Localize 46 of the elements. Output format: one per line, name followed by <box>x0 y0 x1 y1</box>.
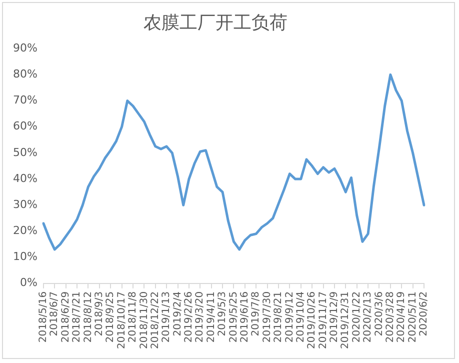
y-tick-label: 0% <box>20 276 38 290</box>
y-tick-label: 40% <box>12 172 38 185</box>
x-tick-label: 2018/8/12 <box>82 291 94 343</box>
x-tick-label: 2019/2/26 <box>184 291 195 343</box>
x-tick-label: 2020/1/22 <box>351 291 362 343</box>
x-tick-label: 2018/7/21 <box>72 291 83 343</box>
y-tick-label: 10% <box>12 250 38 264</box>
y-tick-label: 70% <box>12 94 38 107</box>
x-tick-label: 2019/8/21 <box>273 291 284 343</box>
x-tick-label: 2020/6/2 <box>418 291 430 336</box>
x-tick-label: 2018/12/22 <box>150 291 161 350</box>
x-tick-label: 2020/4/19 <box>396 291 408 343</box>
chart-title: 农膜工厂开工负荷 <box>144 12 288 34</box>
y-tick-label: 50% <box>12 146 38 159</box>
y-tick-label: 60% <box>12 120 38 133</box>
x-tick-label: 2019/2/4 <box>172 291 184 336</box>
x-tick-label: 2019/11/17 <box>318 291 329 350</box>
x-tick-label: 2019/4/11 <box>206 291 217 343</box>
x-tick-label: 2020/5/11 <box>407 291 418 343</box>
x-tick-label: 2019/3/20 <box>194 291 206 343</box>
x-tick-label: 2019/7/30 <box>262 291 273 343</box>
x-tick-label: 2018/6/29 <box>60 291 72 343</box>
x-tick-label: 2020/2/13 <box>362 291 374 343</box>
x-tick-label: 2019/1/13 <box>161 291 172 343</box>
x-tick-label: 2019/10/4 <box>295 291 306 343</box>
x-tick-label: 2018/9/3 <box>94 291 106 336</box>
y-tick-label: 90% <box>12 41 38 54</box>
x-tick-label: 2019/10/26 <box>306 291 318 350</box>
x-tick-label: 2018/11/30 <box>138 291 150 350</box>
x-tick-label: 2019/5/3 <box>217 291 228 336</box>
x-tick-label: 2019/12/9 <box>329 291 340 343</box>
x-tick-label: 2018/10/17 <box>116 291 128 350</box>
x-tick-label: 2018/6/7 <box>49 291 60 336</box>
y-tick-label: 20% <box>12 224 38 238</box>
x-tick-label: 2020/3/6 <box>374 291 385 336</box>
x-tick-label: 2020/3/28 <box>385 291 396 343</box>
x-tick-label: 2019/7/8 <box>250 291 262 336</box>
x-tick-label: 2018/11/8 <box>128 291 139 343</box>
x-tick-label: 2019/9/12 <box>284 291 296 343</box>
x-tick-label: 2019/12/31 <box>340 291 352 350</box>
x-tick-label: 2019/5/25 <box>228 291 240 343</box>
x-tick-label: 2018/5/16 <box>38 291 50 343</box>
y-tick-label: 80% <box>12 68 38 81</box>
y-tick-label: 30% <box>12 198 38 211</box>
x-tick-label: 2018/9/25 <box>105 291 116 343</box>
x-tick-label: 2019/6/16 <box>240 291 251 343</box>
